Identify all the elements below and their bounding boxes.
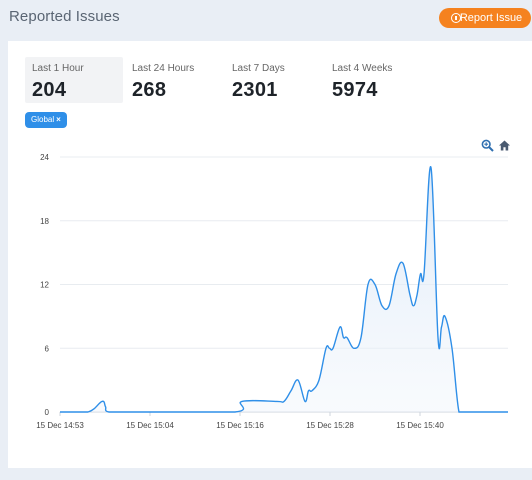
y-tick-label: 6 <box>45 344 50 353</box>
stat-last-1-hour[interactable]: Last 1 Hour 204 <box>25 57 123 103</box>
y-tick-label: 0 <box>45 408 50 417</box>
stat-value: 204 <box>32 79 67 101</box>
close-icon[interactable]: × <box>56 115 61 124</box>
y-axis-ticks: 0 6 12 18 24 <box>40 153 49 417</box>
y-tick-label: 12 <box>40 281 49 290</box>
page-title: Reported Issues <box>9 8 120 25</box>
x-tick-label: 15 Dec 15:40 <box>396 421 444 430</box>
x-tick-label: 15 Dec 15:16 <box>216 421 264 430</box>
report-issue-label: Report Issue <box>459 12 523 24</box>
stat-label: Last 1 Hour <box>32 63 84 74</box>
filter-chip-label: Global <box>31 115 55 124</box>
report-issue-button[interactable]: Report Issue <box>439 8 531 28</box>
zoom-in-icon[interactable] <box>481 139 494 152</box>
home-icon[interactable] <box>498 139 511 152</box>
x-axis-ticks: 15 Dec 14:53 15 Dec 15:04 15 Dec 15:16 15 D… <box>36 412 444 430</box>
stat-label: Last 7 Days <box>232 63 285 74</box>
x-tick-label: 15 Dec 15:28 <box>306 421 354 430</box>
filter-chip-global[interactable]: Global × <box>25 112 67 128</box>
stat-value: 2301 <box>232 79 278 101</box>
y-tick-label: 24 <box>40 153 49 162</box>
comment-alert-icon <box>451 13 461 23</box>
y-tick-label: 18 <box>40 217 49 226</box>
issues-line <box>59 166 508 413</box>
stat-last-4-weeks[interactable]: Last 4 Weeks 5974 <box>325 57 423 103</box>
stat-last-7-days[interactable]: Last 7 Days 2301 <box>225 57 323 103</box>
x-tick-label: 15 Dec 14:53 <box>36 421 84 430</box>
x-tick-label: 15 Dec 15:04 <box>126 421 174 430</box>
stat-last-24-hours[interactable]: Last 24 Hours 268 <box>125 57 223 103</box>
stat-value: 268 <box>132 79 167 101</box>
issues-area <box>60 166 508 412</box>
stat-label: Last 4 Weeks <box>332 63 393 74</box>
stat-label: Last 24 Hours <box>132 63 195 74</box>
reports-panel: Last 1 Hour 204 Last 24 Hours 268 Last 7… <box>8 41 532 468</box>
header: Reported Issues Report Issue <box>0 0 532 38</box>
stat-value: 5974 <box>332 79 378 101</box>
